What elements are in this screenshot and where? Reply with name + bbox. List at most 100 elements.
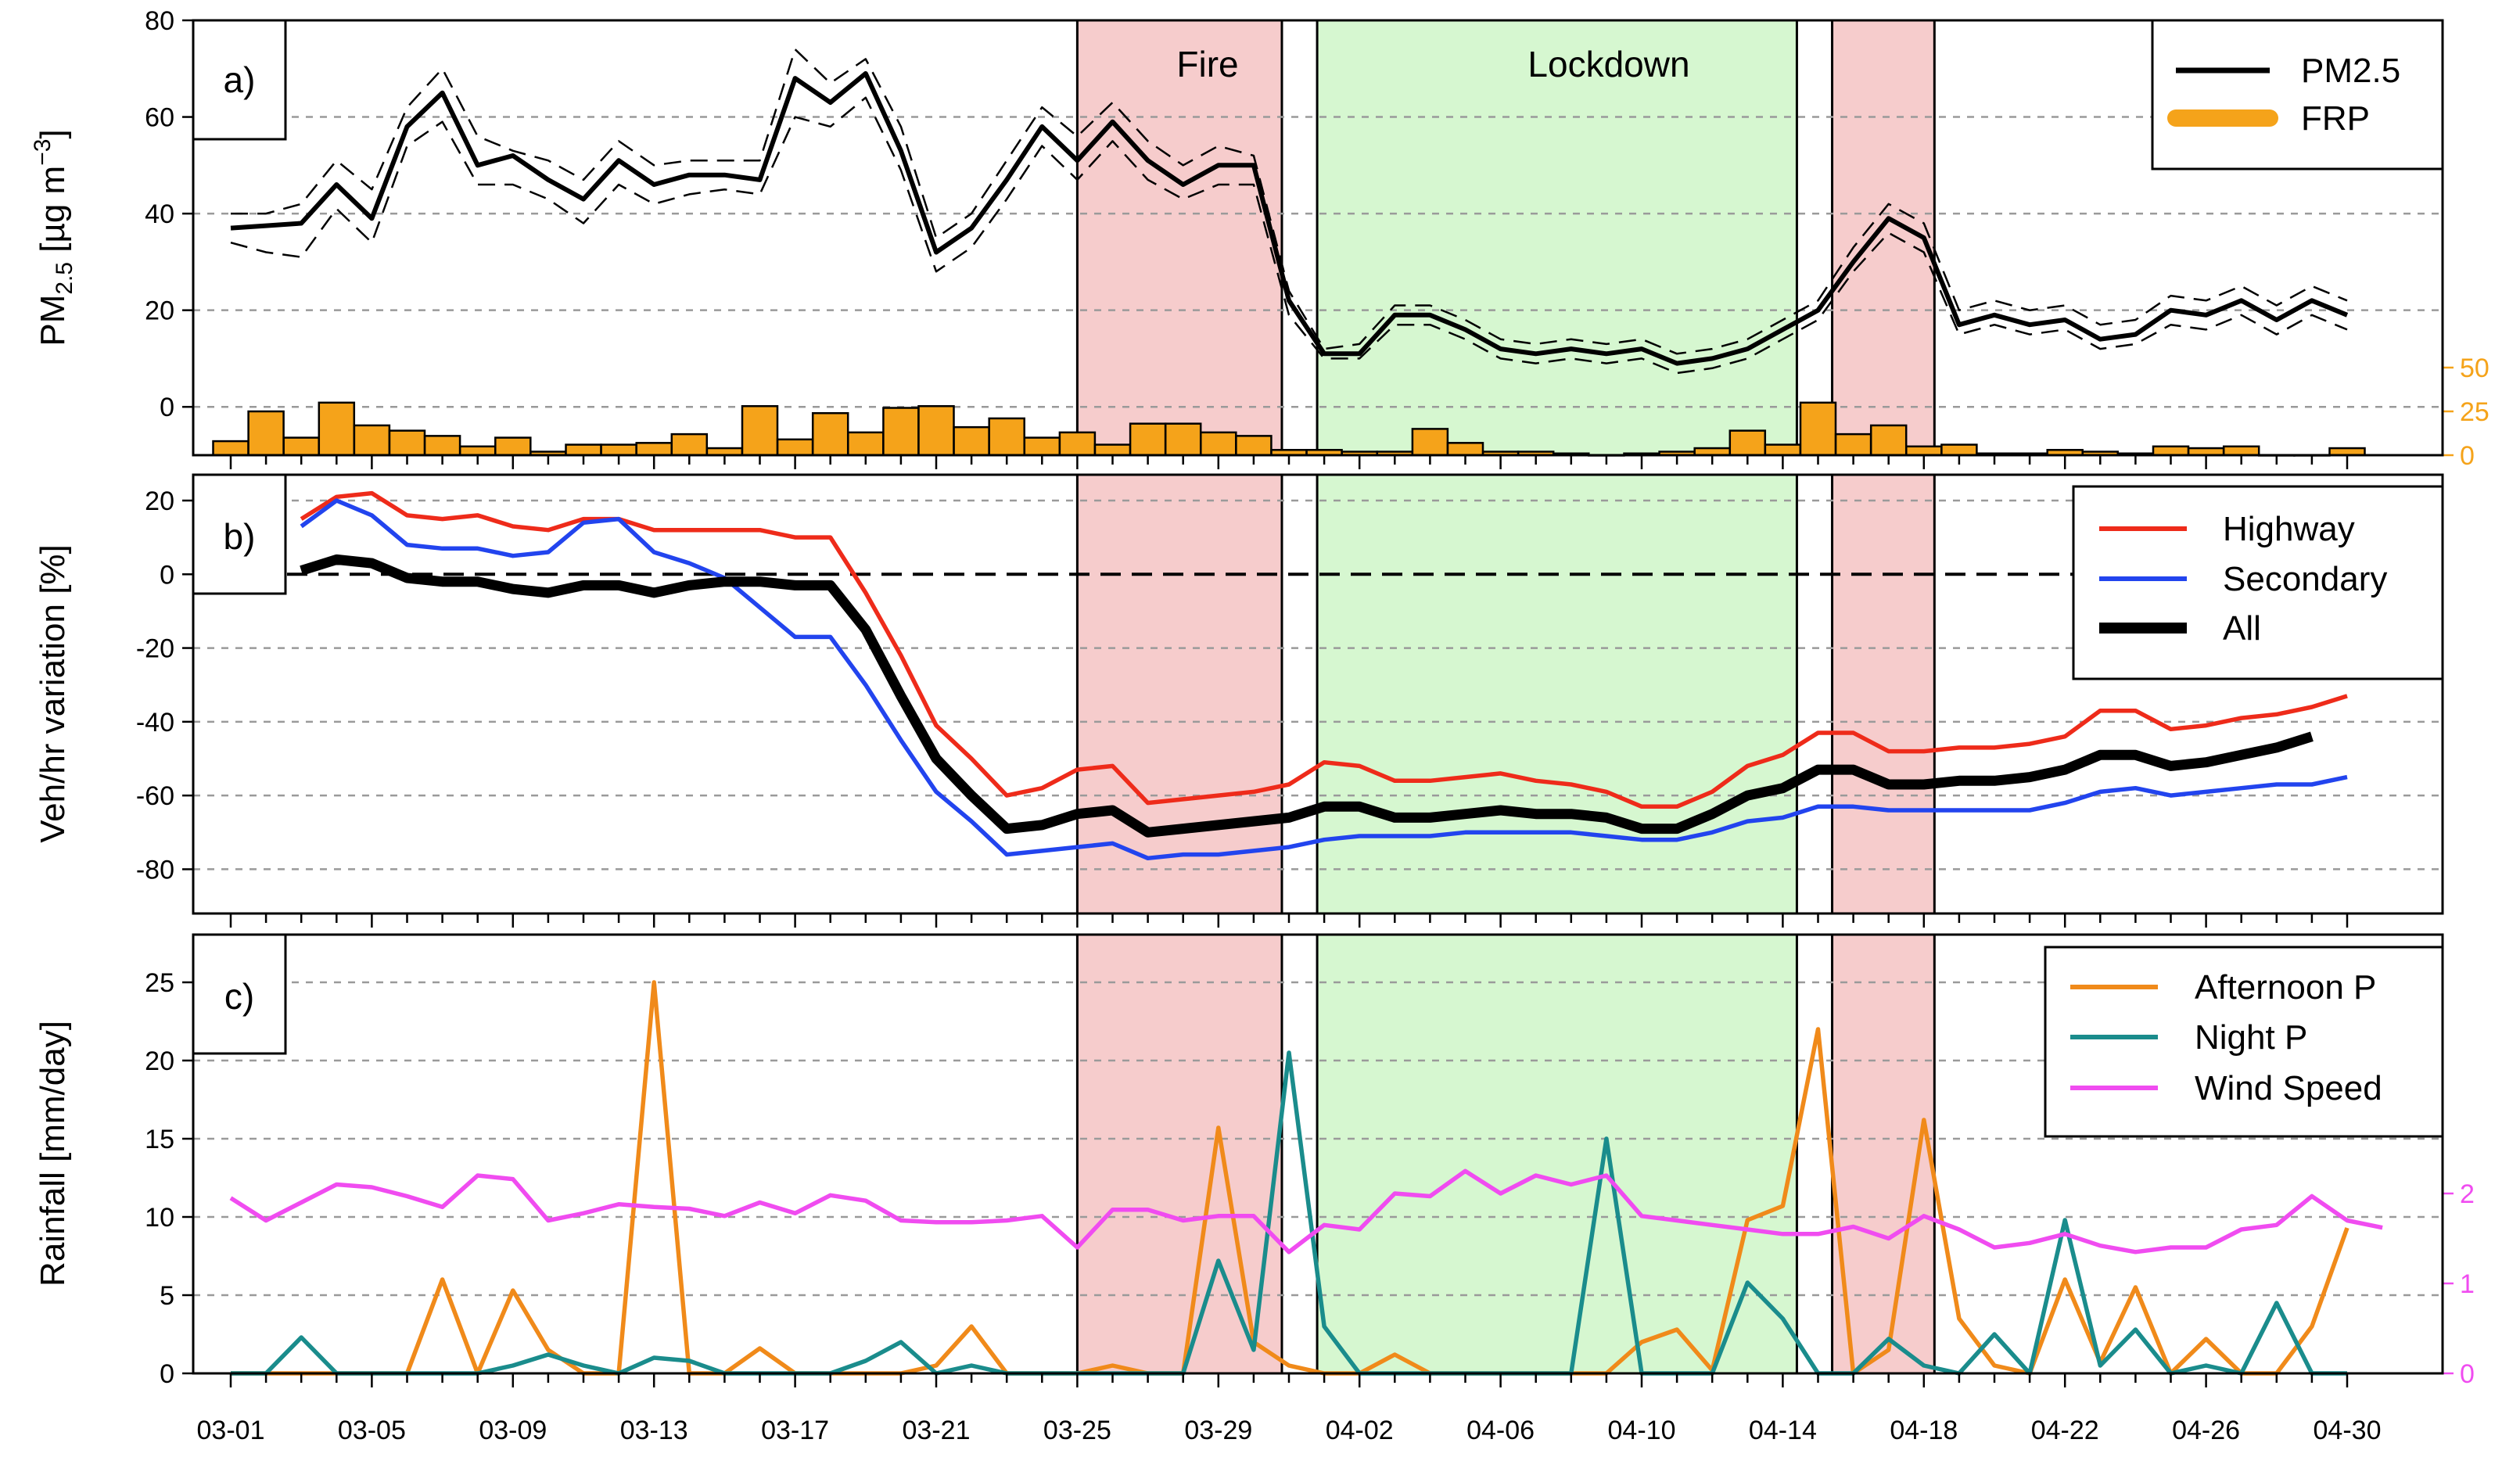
- legend-afternoon-label: Afternoon P: [2195, 968, 2376, 1007]
- x-tick-label: 04-10: [1608, 1416, 1676, 1445]
- period-shading: [1075, 20, 1936, 1373]
- panel-b-label-box: b): [192, 473, 287, 595]
- x-tick-label: 04-02: [1326, 1416, 1394, 1445]
- panel-c-label-box: c): [192, 933, 287, 1055]
- frp-bar: [423, 435, 461, 457]
- x-tick-label: 03-09: [479, 1416, 547, 1445]
- pm25-line: [230, 71, 2349, 366]
- frp-bar: [988, 417, 1025, 457]
- frp-bar: [917, 405, 955, 457]
- panel-c-ylabel: Rainfall [mm/day]: [34, 1021, 72, 1287]
- frp-bar: [1869, 424, 1908, 457]
- y-tick-label-b: -80: [136, 855, 174, 885]
- legend-panel-a: PM2.5 FRP: [2151, 19, 2444, 170]
- y-tick-label-a: 0: [160, 393, 174, 422]
- y-tick-label-b: 0: [160, 560, 174, 590]
- y-tick-label-b: -40: [136, 708, 174, 738]
- right-tick-label-c: 1: [2460, 1269, 2475, 1299]
- x-tick-label: 04-06: [1466, 1416, 1535, 1445]
- frp-bar: [1235, 435, 1273, 457]
- y-tick-label-b: -20: [136, 634, 174, 664]
- frp-bar: [1940, 443, 1978, 457]
- shade-lockdown-panel-c: [1317, 935, 1797, 1373]
- x-tick-label: 04-14: [1749, 1416, 1817, 1445]
- y-tick-label-c: 5: [160, 1281, 174, 1311]
- legend-pm-label: PM2.5: [2301, 52, 2400, 90]
- frp-bar: [1164, 422, 1202, 457]
- frp-bar: [2222, 445, 2260, 457]
- x-tick-label: 03-13: [620, 1416, 688, 1445]
- frp-bar: [1446, 442, 1484, 457]
- y-tick-label-c: 20: [145, 1046, 174, 1076]
- right-tick-label-a: 25: [2460, 397, 2489, 427]
- right-tick-label-c: 0: [2460, 1359, 2475, 1389]
- frp-bar: [1799, 401, 1837, 457]
- frp-bar: [1764, 443, 1802, 457]
- legend-wind-label: Wind Speed: [2195, 1069, 2382, 1107]
- panel-c-frame: [192, 933, 2444, 1375]
- frp-bar: [565, 443, 602, 457]
- secondary-line: [300, 498, 2348, 861]
- x-tick-label: 03-05: [338, 1416, 406, 1445]
- legend-panel-b: Highway Secondary All: [2072, 485, 2444, 680]
- frp-bar: [847, 431, 885, 457]
- frp-bar: [1411, 428, 1449, 457]
- y-tick-label-a: 60: [145, 103, 174, 133]
- shade-fire2-panel-b: [1832, 475, 1935, 913]
- lockdown-period-label: Lockdown: [1527, 44, 1689, 84]
- frp-bar: [1834, 433, 1872, 457]
- frp-bar: [670, 433, 709, 457]
- panel-b-label: b): [224, 516, 256, 557]
- frp-bar: [741, 405, 779, 457]
- frp-bar: [212, 440, 249, 457]
- shade-fire2-panel-a: [1832, 20, 1935, 455]
- y-tick-label-a: 40: [145, 199, 174, 229]
- frp-bar: [811, 411, 849, 457]
- fire-period-label: Fire: [1176, 44, 1238, 84]
- right-tick-label-c: 2: [2460, 1179, 2475, 1209]
- x-tick-label: 04-18: [1890, 1416, 1958, 1445]
- highway-line: [300, 490, 2348, 809]
- axes: 03-01 03-05 03-09 03-13 03-17 03-21 03-25 03-29…: [136, 6, 2489, 1445]
- shade-fire1-panel-b: [1077, 475, 1282, 913]
- y-tick-label-c: 10: [145, 1203, 174, 1233]
- x-tick-label: 03-17: [761, 1416, 829, 1445]
- frp-bar: [282, 436, 320, 457]
- x-tick-label: 04-22: [2031, 1416, 2099, 1445]
- panel-b-frame: [192, 473, 2444, 915]
- frp-bar: [1058, 431, 1097, 457]
- y-tick-label-c: 0: [160, 1359, 174, 1389]
- pm25-uncertainty-line: [231, 48, 2348, 355]
- frp-bar: [247, 410, 285, 457]
- wind-speed-line: [229, 1168, 2383, 1254]
- legend-panel-c: Afternoon P Night P Wind Speed: [2044, 946, 2444, 1138]
- legend-night-label: Night P: [2195, 1018, 2307, 1057]
- panel-a-label: a): [224, 59, 256, 100]
- right-tick-label-a: 50: [2460, 354, 2489, 383]
- frp-bar: [458, 445, 497, 457]
- shade-fire1-panel-a: [1077, 20, 1282, 455]
- frp-bar: [600, 443, 637, 457]
- night-precip-line: [231, 1050, 2347, 1376]
- x-tick-label: 03-25: [1043, 1416, 1111, 1445]
- frp-bar: [635, 442, 673, 457]
- legend-frp-label: FRP: [2301, 99, 2370, 138]
- frp-bar: [1023, 436, 1061, 457]
- y-tick-label-c: 15: [145, 1125, 174, 1154]
- frp-bar: [2152, 445, 2190, 457]
- y-tick-label-c: 25: [145, 968, 174, 998]
- legend-highway-label: Highway: [2223, 510, 2355, 548]
- frp-bar: [1129, 422, 1167, 457]
- all-line: [300, 554, 2314, 838]
- y-tick-label-b: 20: [145, 486, 174, 516]
- shade-lockdown-panel-a: [1317, 20, 1797, 455]
- frp-bar: [494, 436, 532, 457]
- x-tick-label: 03-01: [197, 1416, 265, 1445]
- x-tick-label: 04-26: [2172, 1416, 2240, 1445]
- shade-lockdown-panel-b: [1317, 475, 1797, 913]
- panel-a-frame: [192, 19, 2444, 457]
- x-tick-label: 03-29: [1184, 1416, 1252, 1445]
- frp-bar: [318, 401, 356, 457]
- frp-bar: [953, 425, 990, 457]
- frp-bar: [1093, 443, 1132, 457]
